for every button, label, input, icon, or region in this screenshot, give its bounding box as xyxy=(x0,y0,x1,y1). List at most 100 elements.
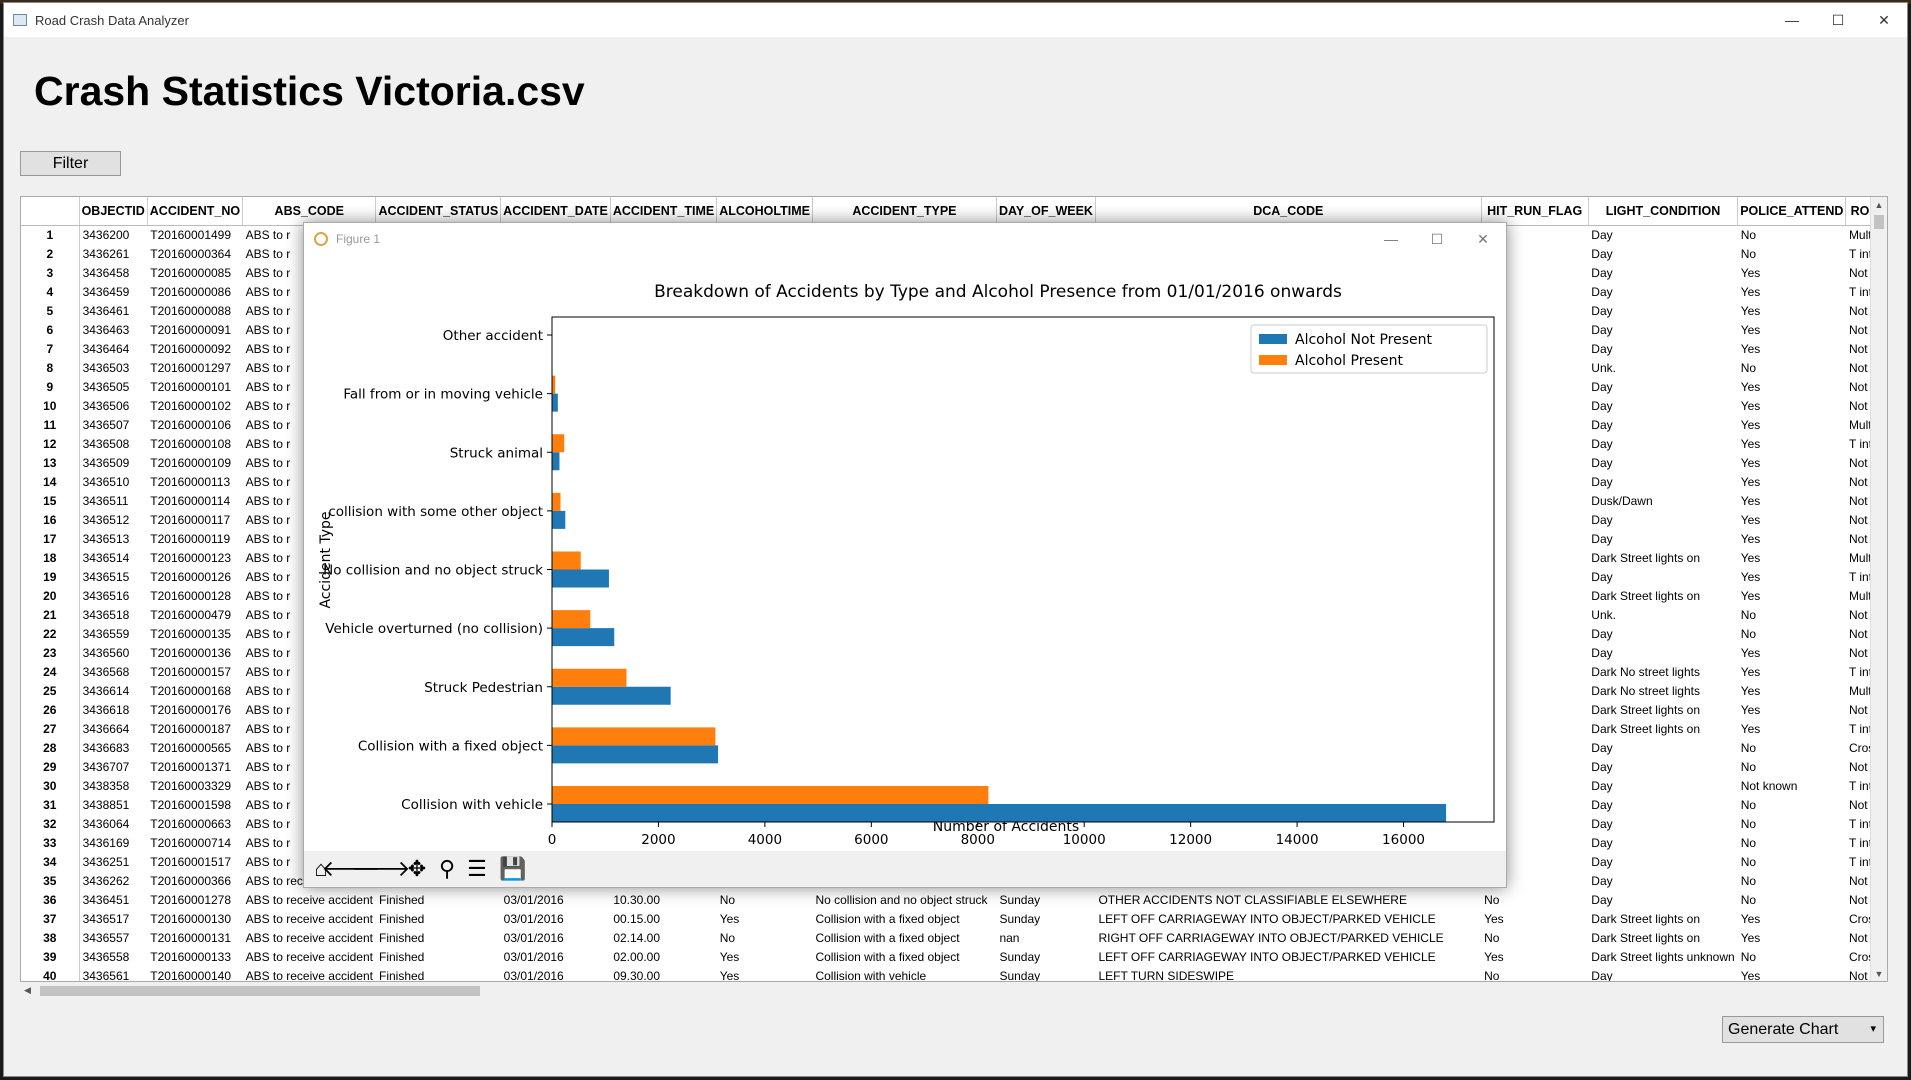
row-number[interactable]: 35 xyxy=(21,871,80,890)
table-cell[interactable]: 3436568 xyxy=(82,664,130,679)
table-cell[interactable]: 3436464 xyxy=(82,341,130,356)
table-cell[interactable]: Yes xyxy=(1740,911,1761,926)
table-cell[interactable]: Dark Street lights on xyxy=(1591,721,1700,736)
row-number[interactable]: 10 xyxy=(21,396,80,415)
table-cell[interactable]: Dark No street lights xyxy=(1591,683,1700,698)
table-cell[interactable]: ABS to r xyxy=(245,227,291,242)
table-row[interactable]: 12 3436508 T20160000108 ABS to r Day Yes T int… xyxy=(21,434,1887,453)
table-row[interactable]: 32 3436064 T20160000663 ABS to r Day No T inte… xyxy=(21,814,1887,833)
table-cell[interactable]: Finished xyxy=(378,949,425,964)
table-cell[interactable]: T20160000109 xyxy=(150,455,232,470)
table-cell[interactable]: No xyxy=(1740,246,1757,261)
table-row[interactable]: 36 3436451 T20160001278 ABS to receive acci… xyxy=(21,890,1887,909)
row-number[interactable]: 16 xyxy=(21,510,80,529)
table-cell[interactable]: T20160001598 xyxy=(150,797,232,812)
table-row[interactable]: 20 3436516 T20160000128 ABS to r Dark Street… xyxy=(21,586,1887,605)
table-cell[interactable]: T20160000157 xyxy=(150,664,232,679)
table-cell[interactable]: 09.30.00 xyxy=(613,968,661,982)
table-cell[interactable]: Yes xyxy=(1740,930,1761,945)
table-cell[interactable]: Yes xyxy=(1740,664,1761,679)
table-row[interactable]: 13 3436509 T20160000109 ABS to r Day Yes Not a… xyxy=(21,453,1887,472)
table-cell[interactable]: ABS to receive accident xyxy=(245,968,373,982)
row-number[interactable]: 33 xyxy=(21,833,80,852)
table-cell[interactable]: ABS to receive accident xyxy=(245,949,373,964)
table-row[interactable]: 28 3436683 T20160000565 ABS to r Day No Cross xyxy=(21,738,1887,757)
table-cell[interactable]: Day xyxy=(1591,892,1613,907)
figure-close-button[interactable]: ✕ xyxy=(1477,230,1489,247)
table-cell[interactable]: ABS to r xyxy=(245,740,291,755)
table-cell[interactable]: Day xyxy=(1591,455,1613,470)
table-cell[interactable]: Day xyxy=(1591,531,1613,546)
save-icon[interactable]: 💾 xyxy=(499,856,527,881)
row-number[interactable]: 9 xyxy=(21,377,80,396)
table-cell[interactable]: ABS to r xyxy=(245,778,291,793)
table-cell[interactable]: T20160001499 xyxy=(150,227,232,242)
table-cell[interactable]: ABS to r xyxy=(245,341,291,356)
table-cell[interactable]: ABS to r xyxy=(245,702,291,717)
table-cell[interactable]: ABS to receive accident xyxy=(245,892,373,907)
table-cell[interactable]: ABS to r xyxy=(245,626,291,641)
table-cell[interactable]: Sunday xyxy=(999,949,1041,964)
table-cell[interactable]: ABS to r xyxy=(245,645,291,660)
table-cell[interactable]: ABS to r xyxy=(245,550,291,565)
table-cell[interactable]: T20160000128 xyxy=(150,588,232,603)
maximize-button[interactable]: ☐ xyxy=(1831,11,1845,28)
table-cell[interactable]: 3436505 xyxy=(82,379,130,394)
table-row[interactable]: 1 3436200 T20160001499 ABS to r Day No Multip xyxy=(21,225,1887,244)
table-cell[interactable]: ABS to r xyxy=(245,474,291,489)
table-cell[interactable]: Finished xyxy=(378,892,425,907)
pan-icon[interactable]: ✥ xyxy=(407,856,427,881)
table-cell[interactable]: LEFT TURN SIDESWIPE xyxy=(1098,968,1235,982)
row-number[interactable]: 3 xyxy=(21,263,80,282)
table-row[interactable]: 23 3436560 T20160000136 ABS to r Day Yes Not a… xyxy=(21,643,1887,662)
row-number[interactable]: 11 xyxy=(21,415,80,434)
table-cell[interactable]: ABS to r xyxy=(245,284,291,299)
table-cell[interactable]: 3436707 xyxy=(82,759,130,774)
table-cell[interactable]: ABS to r xyxy=(245,569,291,584)
table-cell[interactable]: Yes xyxy=(1740,683,1761,698)
column-header[interactable]: HIT_RUN_FLAG xyxy=(1481,197,1589,226)
table-cell[interactable]: T20160000108 xyxy=(150,436,232,451)
table-cell[interactable]: nan xyxy=(999,930,1020,945)
figure-minimize-button[interactable]: — xyxy=(1384,231,1398,247)
table-cell[interactable]: 3436515 xyxy=(82,569,130,584)
table-cell[interactable]: T20160000123 xyxy=(150,550,232,565)
table-cell[interactable]: T20160000176 xyxy=(150,702,232,717)
column-header[interactable]: ACCIDENT_TIME xyxy=(610,197,718,226)
table-cell[interactable]: ABS to r xyxy=(245,607,291,622)
table-cell[interactable]: 3436503 xyxy=(82,360,130,375)
table-cell[interactable]: No xyxy=(1484,892,1500,907)
row-number[interactable]: 4 xyxy=(21,282,80,301)
table-cell[interactable]: 3436518 xyxy=(82,607,130,622)
table-cell[interactable]: T20160000085 xyxy=(150,265,232,280)
table-cell[interactable]: ABS to r xyxy=(245,854,291,869)
column-header[interactable]: ALCOHOLTIME xyxy=(716,197,813,226)
vertical-scroll-thumb[interactable] xyxy=(1874,215,1884,229)
table-cell[interactable]: ABS to r xyxy=(245,721,291,736)
row-number[interactable]: 19 xyxy=(21,567,80,586)
forward-arrow-icon[interactable]: 🡒 xyxy=(351,856,411,881)
table-cell[interactable]: T20160000091 xyxy=(150,322,232,337)
table-cell[interactable]: T20160000086 xyxy=(150,284,232,299)
table-cell[interactable]: Unk. xyxy=(1591,360,1616,375)
table-cell[interactable]: T20160000140 xyxy=(150,968,232,982)
table-cell[interactable]: Day xyxy=(1591,303,1613,318)
table-cell[interactable]: Unk. xyxy=(1591,607,1616,622)
table-row[interactable]: 33 3436169 T20160000714 ABS to r Day No T inte… xyxy=(21,833,1887,852)
table-cell[interactable]: 3436461 xyxy=(82,303,130,318)
row-number[interactable]: 28 xyxy=(21,738,80,757)
table-cell[interactable]: No xyxy=(1740,607,1757,622)
table-row[interactable]: 18 3436514 T20160000123 ABS to r Dark Street… xyxy=(21,548,1887,567)
table-cell[interactable]: 3436510 xyxy=(82,474,130,489)
table-cell[interactable]: 3436664 xyxy=(82,721,130,736)
row-number[interactable]: 6 xyxy=(21,320,80,339)
table-cell[interactable]: Day xyxy=(1591,322,1613,337)
table-cell[interactable]: ABS to r xyxy=(245,664,291,679)
row-number[interactable]: 15 xyxy=(21,491,80,510)
table-cell[interactable]: No xyxy=(1740,626,1757,641)
table-cell[interactable]: Day xyxy=(1591,265,1613,280)
table-cell[interactable]: T20160000102 xyxy=(150,398,232,413)
table-cell[interactable]: 3436451 xyxy=(82,892,130,907)
table-cell[interactable]: 3436559 xyxy=(82,626,130,641)
